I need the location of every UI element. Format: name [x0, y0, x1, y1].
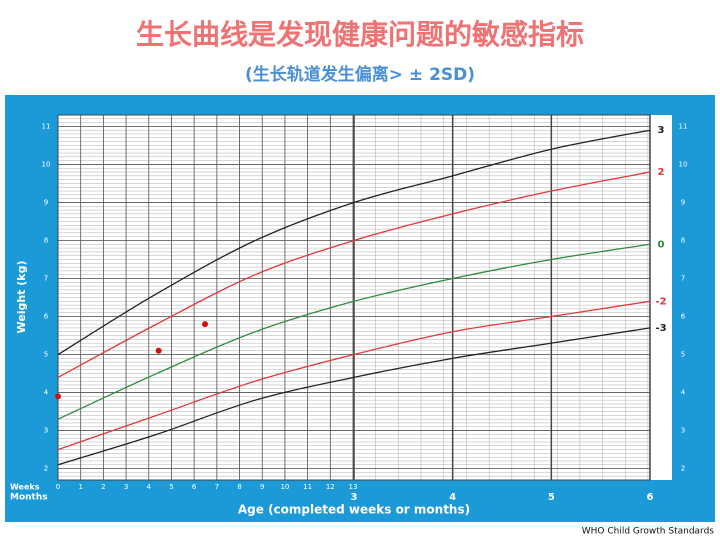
x-month-tick-label: 5	[548, 492, 555, 503]
x-week-tick-label: 1	[78, 483, 82, 491]
y-tick-label: 4	[44, 389, 49, 397]
chart-subtitle: (生长轨道发生偏离> ± 2SD)	[245, 64, 475, 85]
growth-curve	[57, 171, 651, 378]
x-week-tick-label: 0	[56, 483, 60, 491]
legend-label: 0	[658, 239, 665, 250]
x-week-tick-label: 2	[101, 483, 105, 491]
y-tick-label-right: 10	[679, 160, 688, 168]
y-tick-label-right: 5	[681, 351, 685, 359]
patient-point	[202, 321, 209, 328]
y-tick-label: 3	[44, 427, 48, 435]
source: WHO Child Growth Standards	[582, 527, 715, 537]
legend-label: 3	[658, 125, 665, 136]
growth-curve	[57, 243, 651, 420]
chart-title: 生长曲线是发现健康问题的敏感指标	[136, 18, 584, 51]
growth-curve	[57, 129, 651, 356]
y-tick-label: 6	[44, 313, 49, 321]
y-tick-label-right: 7	[681, 274, 685, 282]
legend-label: -3	[655, 323, 666, 334]
y-tick-label: 7	[44, 274, 48, 282]
patient-point	[155, 347, 162, 354]
y-tick-label-right: 4	[681, 389, 686, 397]
x-week-tick-label: 7	[215, 483, 219, 491]
y-tick-label: 11	[42, 122, 51, 130]
x-week-tick-label: 6	[192, 483, 197, 491]
x-month-tick-label: 4	[449, 492, 456, 503]
y-tick-label: 2	[44, 465, 48, 473]
patient-point	[55, 393, 61, 400]
growth-curve	[57, 327, 651, 466]
weeks-label: Weeks	[10, 483, 40, 492]
y-tick-label: 5	[44, 351, 48, 359]
x-week-tick-label: 4	[147, 483, 152, 491]
x-week-tick-label: 9	[260, 483, 264, 491]
x-week-tick-label: 8	[237, 483, 241, 491]
y-tick-label: 10	[42, 160, 51, 168]
x-month-tick-label: 6	[647, 492, 654, 503]
x-week-tick-label: 5	[169, 483, 173, 491]
x-week-tick-label: 12	[326, 483, 335, 491]
x-axis-title: Age (completed weeks or months)	[238, 503, 470, 517]
legend-label: -2	[655, 296, 666, 307]
months-label: Months	[10, 493, 48, 503]
y-tick-label-right: 9	[681, 198, 685, 206]
y-tick-label-right: 6	[681, 313, 686, 321]
y-tick-label-right: 3	[681, 427, 685, 435]
y-tick-label-right: 2	[681, 465, 685, 473]
x-week-tick-label: 11	[303, 483, 312, 491]
y-tick-label: 9	[44, 198, 48, 206]
x-week-tick-label: 13	[349, 483, 358, 491]
growth-curve	[57, 300, 651, 451]
x-month-tick-label: 3	[351, 492, 358, 503]
y-tick-label: 8	[44, 236, 48, 244]
plot-border	[57, 114, 651, 481]
y-tick-label-right: 8	[681, 236, 685, 244]
y-tick-label-right: 11	[679, 122, 688, 130]
marks: 3 2 0 -2 -3	[55, 125, 667, 466]
x-week-tick-label: 10	[280, 483, 289, 491]
legend-label: 2	[658, 167, 665, 178]
y-axis-title: Weight (kg)	[15, 260, 28, 333]
x-week-tick-label: 3	[124, 483, 128, 491]
